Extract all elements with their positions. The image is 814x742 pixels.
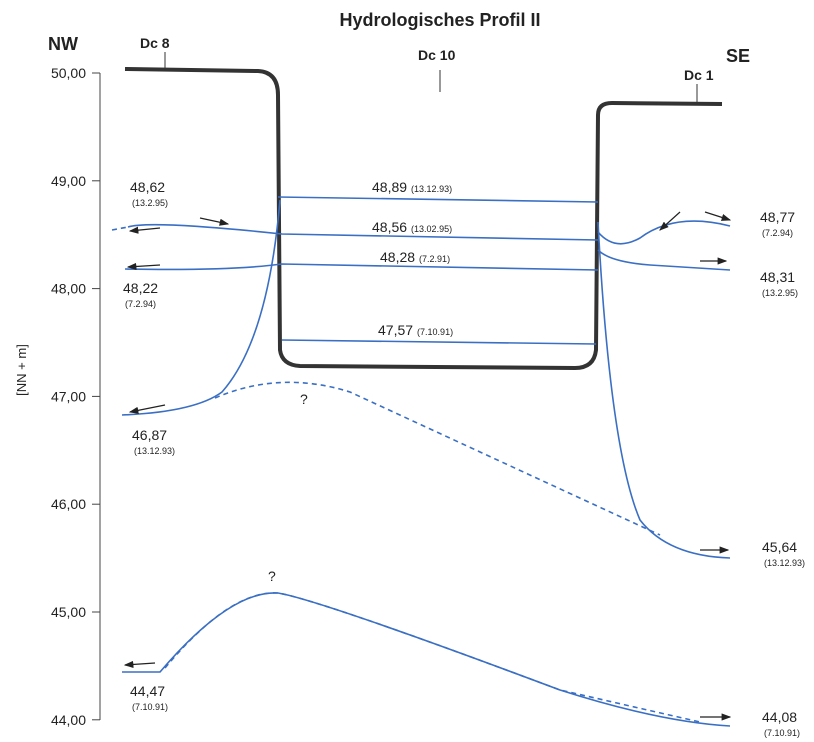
flow-arrows [123,211,732,721]
level-value: 48,22 [123,280,158,296]
pit-outline [124,67,723,371]
unknown-mark: ? [268,568,276,584]
level-date: (13.12.93) [764,558,805,568]
level-value: 45,64 [762,539,797,555]
level-value: 47,57 [378,322,413,338]
level-labels: 48,62 (13.2.95) 48,22 (7.2.94) 46,87 (13.12.9… [123,179,805,738]
tick-label: 44,00 [51,712,86,728]
level-label: 48,89 (13.12.93) [372,179,452,195]
level-date: (13.12.93) [134,446,175,456]
level-value: 48,28 [380,249,415,265]
y-ticks: 50,00 49,00 48,00 47,00 46,00 45,00 44,00 [51,65,100,728]
water-lines [111,196,731,727]
level-label: 48,56 (13.02.95) [372,219,452,235]
well-label: Dc 8 [140,35,170,51]
well-label: Dc 10 [418,47,456,63]
level-value: 44,47 [130,683,165,699]
level-date: (7.10.91) [417,327,453,337]
level-value: 48,89 [372,179,407,195]
level-date: (7.2.94) [125,299,156,309]
level-label: 47,57 (7.10.91) [378,322,453,338]
level-value: 44,08 [762,709,797,725]
level-label: 48,28 (7.2.91) [380,249,450,265]
level-date: (7.2.91) [419,254,450,264]
level-date: (13.2.95) [132,198,168,208]
direction-se: SE [726,46,750,66]
tick-label: 48,00 [51,281,86,297]
well-markers [164,52,698,102]
tick-label: 46,00 [51,496,86,512]
tick-label: 47,00 [51,388,86,404]
level-value: 48,77 [760,209,795,225]
title: Hydrologisches Profil II [339,10,540,30]
level-date: (13.02.95) [411,224,452,234]
level-date: (7.2.94) [762,228,793,238]
level-value: 48,31 [760,269,795,285]
level-value: 46,87 [132,427,167,443]
direction-nw: NW [48,34,78,54]
tick-label: 49,00 [51,173,86,189]
level-value: 48,62 [130,179,165,195]
level-date: (13.2.95) [762,288,798,298]
well-label: Dc 1 [684,67,714,83]
level-date: (7.10.91) [132,702,168,712]
tick-label: 50,00 [51,65,86,81]
tick-label: 45,00 [51,604,86,620]
axis-label: [NN + m] [14,344,29,396]
level-date: (13.12.93) [411,184,452,194]
level-date: (7.10.91) [764,728,800,738]
level-value: 48,56 [372,219,407,235]
unknown-mark: ? [300,391,308,407]
